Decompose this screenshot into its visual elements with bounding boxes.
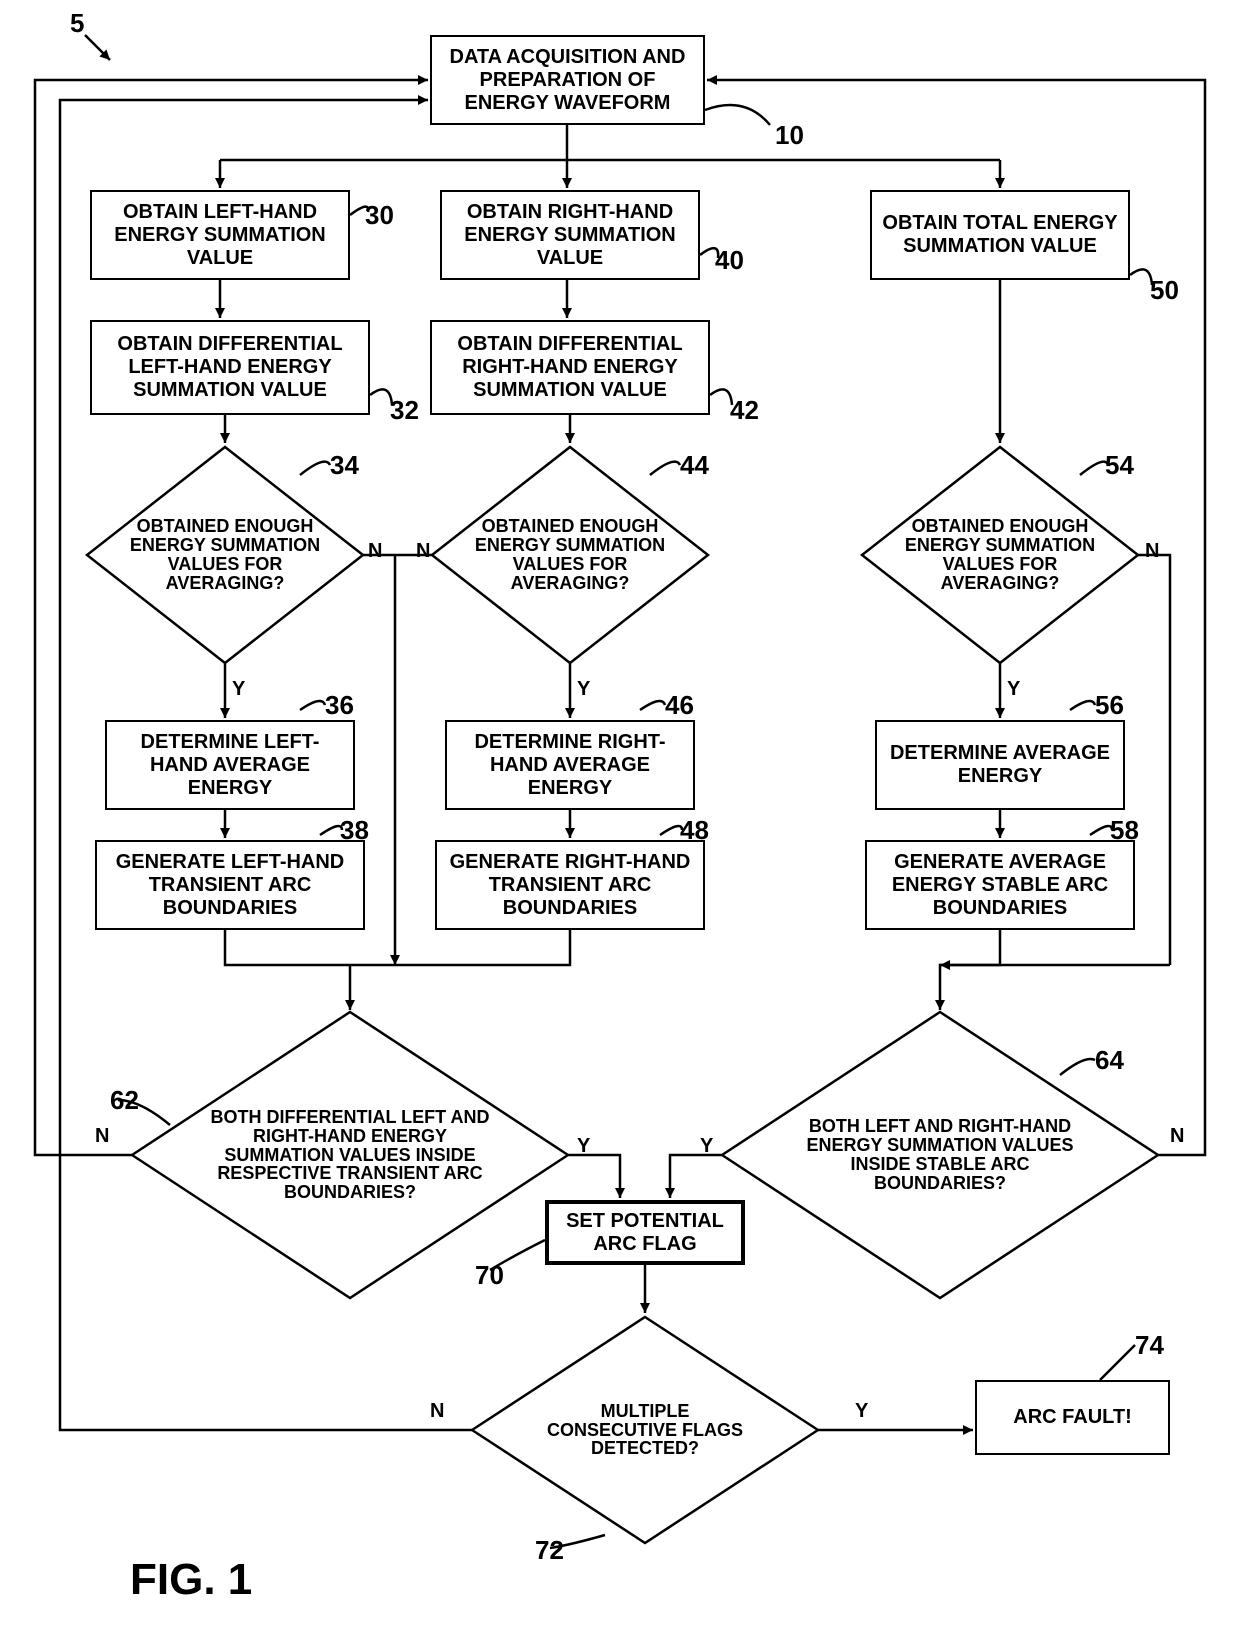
ref-44: 44 (680, 450, 709, 481)
ref-34: 34 (330, 450, 359, 481)
node-56: DETERMINE AVERAGE ENERGY (875, 720, 1125, 810)
figure-label: FIG. 1 (130, 1555, 252, 1605)
node-64-text: BOTH LEFT AND RIGHT-HAND ENERGY SUMMATIO… (800, 1117, 1080, 1193)
label-34-n: N (368, 540, 382, 563)
node-40-text: OBTAIN RIGHT-HAND ENERGY SUMMATION VALUE (450, 201, 690, 270)
node-32-text: OBTAIN DIFFERENTIAL LEFT-HAND ENERGY SUM… (100, 333, 360, 402)
node-30: OBTAIN LEFT-HAND ENERGY SUMMATION VALUE (90, 190, 350, 280)
ref-40: 40 (715, 245, 744, 276)
ref-32: 32 (390, 395, 419, 426)
ref-64: 64 (1095, 1045, 1124, 1076)
label-62-y: Y (577, 1135, 590, 1158)
node-74: ARC FAULT! (975, 1380, 1170, 1455)
node-34: OBTAINED ENOUGH ENERGY SUMMATION VALUES … (85, 445, 365, 665)
node-54: OBTAINED ENOUGH ENERGY SUMMATION VALUES … (860, 445, 1140, 665)
label-72-n: N (430, 1400, 444, 1423)
node-70: SET POTENTIAL ARC FLAG (545, 1200, 745, 1265)
ref-38: 38 (340, 815, 369, 846)
node-74-text: ARC FAULT! (1013, 1406, 1132, 1429)
ref-5: 5 (70, 8, 84, 39)
label-34-y: Y (232, 678, 245, 701)
node-32: OBTAIN DIFFERENTIAL LEFT-HAND ENERGY SUM… (90, 320, 370, 415)
node-42: OBTAIN DIFFERENTIAL RIGHT-HAND ENERGY SU… (430, 320, 710, 415)
flowchart-canvas: 5 DATA ACQUISITION AND PREPARATION OF EN… (0, 0, 1240, 1638)
node-30-text: OBTAIN LEFT-HAND ENERGY SUMMATION VALUE (100, 201, 340, 270)
node-58: GENERATE AVERAGE ENERGY STABLE ARC BOUND… (865, 840, 1135, 930)
node-50: OBTAIN TOTAL ENERGY SUMMATION VALUE (870, 190, 1130, 280)
ref-42: 42 (730, 395, 759, 426)
node-62: BOTH DIFFERENTIAL LEFT AND RIGHT-HAND EN… (130, 1010, 570, 1300)
node-42-text: OBTAIN DIFFERENTIAL RIGHT-HAND ENERGY SU… (440, 333, 700, 402)
label-54-n: N (1145, 540, 1159, 563)
node-70-text: SET POTENTIAL ARC FLAG (557, 1210, 733, 1256)
ref-72: 72 (535, 1535, 564, 1566)
node-62-text: BOTH DIFFERENTIAL LEFT AND RIGHT-HAND EN… (200, 1108, 500, 1202)
label-44-y: Y (577, 678, 590, 701)
node-50-text: OBTAIN TOTAL ENERGY SUMMATION VALUE (880, 212, 1120, 258)
ref-58: 58 (1110, 815, 1139, 846)
ref-10: 10 (775, 120, 804, 151)
node-40: OBTAIN RIGHT-HAND ENERGY SUMMATION VALUE (440, 190, 700, 280)
node-10-text: DATA ACQUISITION AND PREPARATION OF ENER… (440, 46, 695, 115)
node-38: GENERATE LEFT-HAND TRANSIENT ARC BOUNDAR… (95, 840, 365, 930)
ref-48: 48 (680, 815, 709, 846)
node-54-text: OBTAINED ENOUGH ENERGY SUMMATION VALUES … (900, 517, 1100, 593)
label-64-y: Y (700, 1135, 713, 1158)
node-72-text: MULTIPLE CONSECUTIVE FLAGS DETECTED? (535, 1402, 755, 1459)
ref-70: 70 (475, 1260, 504, 1291)
label-62-n: N (95, 1125, 109, 1148)
node-36: DETERMINE LEFT-HAND AVERAGE ENERGY (105, 720, 355, 810)
label-54-y: Y (1007, 678, 1020, 701)
ref-30: 30 (365, 200, 394, 231)
ref-74: 74 (1135, 1330, 1164, 1361)
label-72-y: Y (855, 1400, 868, 1423)
node-10: DATA ACQUISITION AND PREPARATION OF ENER… (430, 35, 705, 125)
node-44-text: OBTAINED ENOUGH ENERGY SUMMATION VALUES … (470, 517, 670, 593)
node-38-text: GENERATE LEFT-HAND TRANSIENT ARC BOUNDAR… (105, 851, 355, 920)
node-64: BOTH LEFT AND RIGHT-HAND ENERGY SUMMATIO… (720, 1010, 1160, 1300)
node-48-text: GENERATE RIGHT-HAND TRANSIENT ARC BOUNDA… (445, 851, 695, 920)
ref-54: 54 (1105, 450, 1134, 481)
node-36-text: DETERMINE LEFT-HAND AVERAGE ENERGY (115, 731, 345, 800)
ref-50: 50 (1150, 275, 1179, 306)
node-46: DETERMINE RIGHT-HAND AVERAGE ENERGY (445, 720, 695, 810)
node-48: GENERATE RIGHT-HAND TRANSIENT ARC BOUNDA… (435, 840, 705, 930)
ref-62: 62 (110, 1085, 139, 1116)
node-44: OBTAINED ENOUGH ENERGY SUMMATION VALUES … (430, 445, 710, 665)
ref-46: 46 (665, 690, 694, 721)
node-34-text: OBTAINED ENOUGH ENERGY SUMMATION VALUES … (125, 517, 325, 593)
ref-36: 36 (325, 690, 354, 721)
node-56-text: DETERMINE AVERAGE ENERGY (885, 742, 1115, 788)
node-46-text: DETERMINE RIGHT-HAND AVERAGE ENERGY (455, 731, 685, 800)
ref-56: 56 (1095, 690, 1124, 721)
node-58-text: GENERATE AVERAGE ENERGY STABLE ARC BOUND… (875, 851, 1125, 920)
label-44-n: N (416, 540, 430, 563)
node-72: MULTIPLE CONSECUTIVE FLAGS DETECTED? (470, 1315, 820, 1545)
label-64-n: N (1170, 1125, 1184, 1148)
